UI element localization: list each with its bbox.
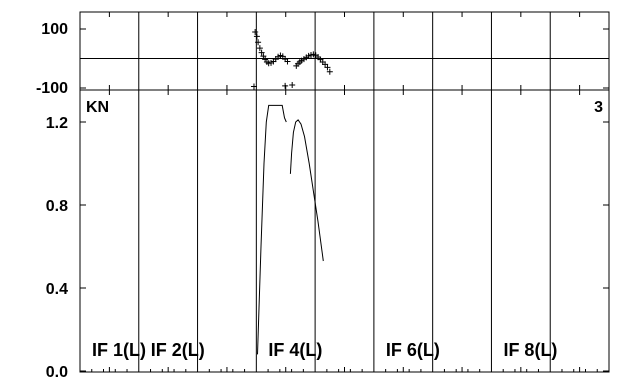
phase-point xyxy=(260,53,267,60)
baseline-label: KN xyxy=(86,99,109,116)
phase-point xyxy=(326,68,333,75)
panel-number: 3 xyxy=(594,99,603,116)
amplitude-line xyxy=(289,119,324,262)
amplitude-tick-label: 0.4 xyxy=(46,281,68,298)
amplitude-line xyxy=(257,104,287,355)
if-label: IF 8(L) xyxy=(503,340,557,360)
amplitude-frame xyxy=(79,89,610,373)
amplitude-tick-label: 1.2 xyxy=(46,115,68,132)
phase-point xyxy=(253,33,260,40)
phase-point xyxy=(258,49,265,56)
phase-point xyxy=(284,58,291,65)
amplitude-panel: 0.0 0.4 0.8 1.2 KN 3 IF 1(L) IF 2(L) IF 4(L) IF 6… xyxy=(46,89,610,379)
if-label: IF 1(L) xyxy=(92,340,146,360)
phase-point xyxy=(256,45,263,52)
phase-point xyxy=(289,82,296,89)
amplitude-tick-label: 0.8 xyxy=(46,198,68,215)
if-label: IF 6(L) xyxy=(386,340,440,360)
amplitude-tick-label: 0.0 xyxy=(46,364,68,379)
phase-point xyxy=(250,83,257,90)
phase-tick-label: 100 xyxy=(41,21,68,38)
phase-point xyxy=(324,64,331,71)
phase-tick-label: -100 xyxy=(36,80,68,97)
phase-point xyxy=(255,39,262,46)
phase-point xyxy=(282,82,289,89)
phase-frame xyxy=(79,11,610,91)
if-label: IF 2(L) xyxy=(151,340,205,360)
if-label: IF 4(L) xyxy=(268,340,322,360)
phase-panel: 100 -100 xyxy=(36,11,610,97)
phase-point xyxy=(252,28,259,35)
